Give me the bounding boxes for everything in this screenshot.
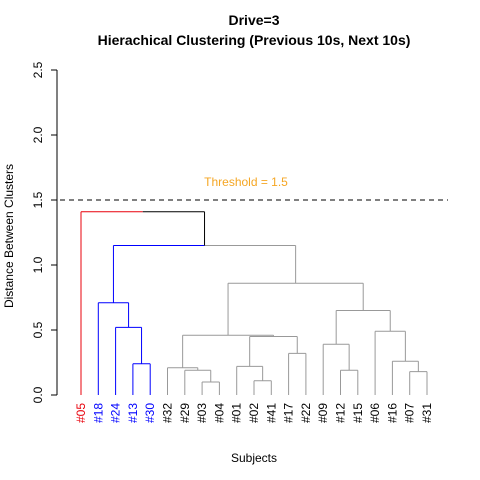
y-axis: 0.0 0.5 1.0 1.5 2.0 2.5 <box>31 61 58 403</box>
leaf-label: #05 <box>74 403 88 423</box>
leaf-label: #02 <box>247 403 261 423</box>
leaf-label: #18 <box>91 403 105 423</box>
leaf-label: #03 <box>195 403 209 423</box>
leaf-label: #01 <box>230 403 244 423</box>
leaf-label: #09 <box>316 403 330 423</box>
leaf-label: #16 <box>385 403 399 423</box>
leaf-label: #22 <box>299 403 313 423</box>
leaf-label: #15 <box>351 403 365 423</box>
leaf-label: #30 <box>143 403 157 423</box>
y-tick-label: 1.5 <box>31 191 45 208</box>
y-tick-label: 2.5 <box>31 61 45 78</box>
leaf-label: #29 <box>178 403 192 423</box>
leaf-labels: #05 #18 #24 #13 #30 #32 #29 #03 #04 #01 #02 #41 #17 #… <box>74 403 434 423</box>
leaf-label: #32 <box>161 403 175 423</box>
leaf-label: #31 <box>420 403 434 423</box>
y-axis-label: Distance Between Clusters <box>2 164 16 308</box>
leaf-label: #12 <box>334 403 348 423</box>
leaf-label: #24 <box>109 403 123 423</box>
leaf-label: #13 <box>126 403 140 423</box>
leaf-label: #04 <box>212 403 226 423</box>
chart-title: Drive=3 <box>229 12 280 28</box>
x-axis-label: Subjects <box>231 451 277 465</box>
leaf-label: #06 <box>368 403 382 423</box>
dendrogram-branches <box>80 211 428 395</box>
y-tick-label: 0.0 <box>31 386 45 403</box>
y-tick-label: 2.0 <box>31 126 45 143</box>
y-tick-label: 1.0 <box>31 256 45 273</box>
leaf-label: #41 <box>264 403 278 423</box>
y-tick-label: 0.5 <box>31 321 45 338</box>
leaf-label: #17 <box>282 403 296 423</box>
chart-subtitle: Hierachical Clustering (Previous 10s, Ne… <box>98 32 411 48</box>
threshold-label: Threshold = 1.5 <box>204 175 288 189</box>
leaf-label: #07 <box>403 403 417 423</box>
